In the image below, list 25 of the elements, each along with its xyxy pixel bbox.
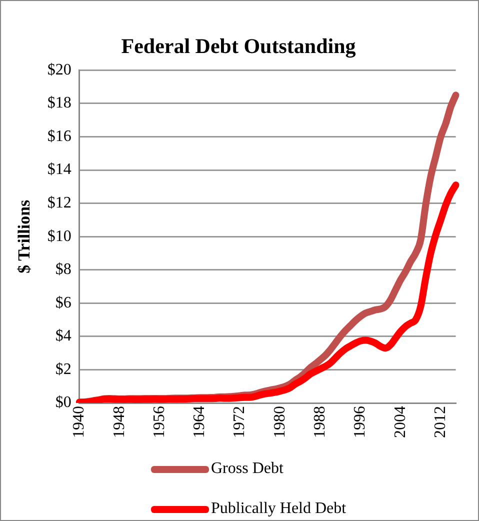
y-tick-label: $10 — [47, 228, 72, 245]
x-tick-label: 1980 — [271, 406, 288, 438]
y-tick-label: $6 — [55, 294, 72, 312]
y-tick-label: $16 — [47, 128, 72, 145]
x-tick-label: 1948 — [110, 406, 128, 438]
y-tick-label: $14 — [47, 161, 72, 178]
x-tick-label: 1972 — [231, 406, 248, 438]
x-tick-label: 1964 — [191, 406, 208, 438]
chart-title: Federal Debt Outstanding — [121, 34, 356, 58]
y-tick-label: $4 — [55, 328, 72, 345]
x-tick-label: 1940 — [70, 406, 88, 438]
legend-label: Gross Debt — [211, 460, 284, 478]
y-tick-label: $8 — [55, 261, 72, 278]
y-tick-label: $2 — [55, 360, 72, 378]
x-tick-label: 1988 — [312, 406, 328, 438]
y-tick-label: $20 — [47, 61, 72, 78]
y-tick-label: $12 — [47, 194, 72, 212]
y-tick-label: $0 — [55, 394, 72, 412]
x-tick-label: 1996 — [352, 406, 369, 438]
y-tick-label: $18 — [47, 94, 72, 112]
x-tick-label: 1956 — [150, 406, 168, 438]
y-axis-title: $ Trillions — [14, 199, 34, 274]
x-tick-label: 2004 — [392, 406, 409, 438]
x-tick-label: 2012 — [432, 406, 449, 438]
legend-label: Publically Held Debt — [211, 500, 346, 518]
